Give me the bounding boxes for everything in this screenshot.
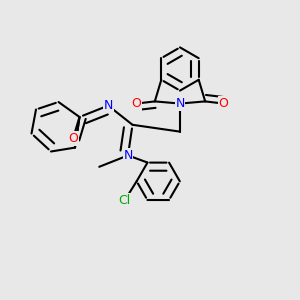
Text: O: O xyxy=(131,97,141,110)
Text: N: N xyxy=(175,97,185,110)
Text: N: N xyxy=(123,149,133,162)
Text: O: O xyxy=(68,132,78,145)
Text: Cl: Cl xyxy=(118,194,130,207)
Text: O: O xyxy=(219,97,229,110)
Text: N: N xyxy=(103,99,113,112)
